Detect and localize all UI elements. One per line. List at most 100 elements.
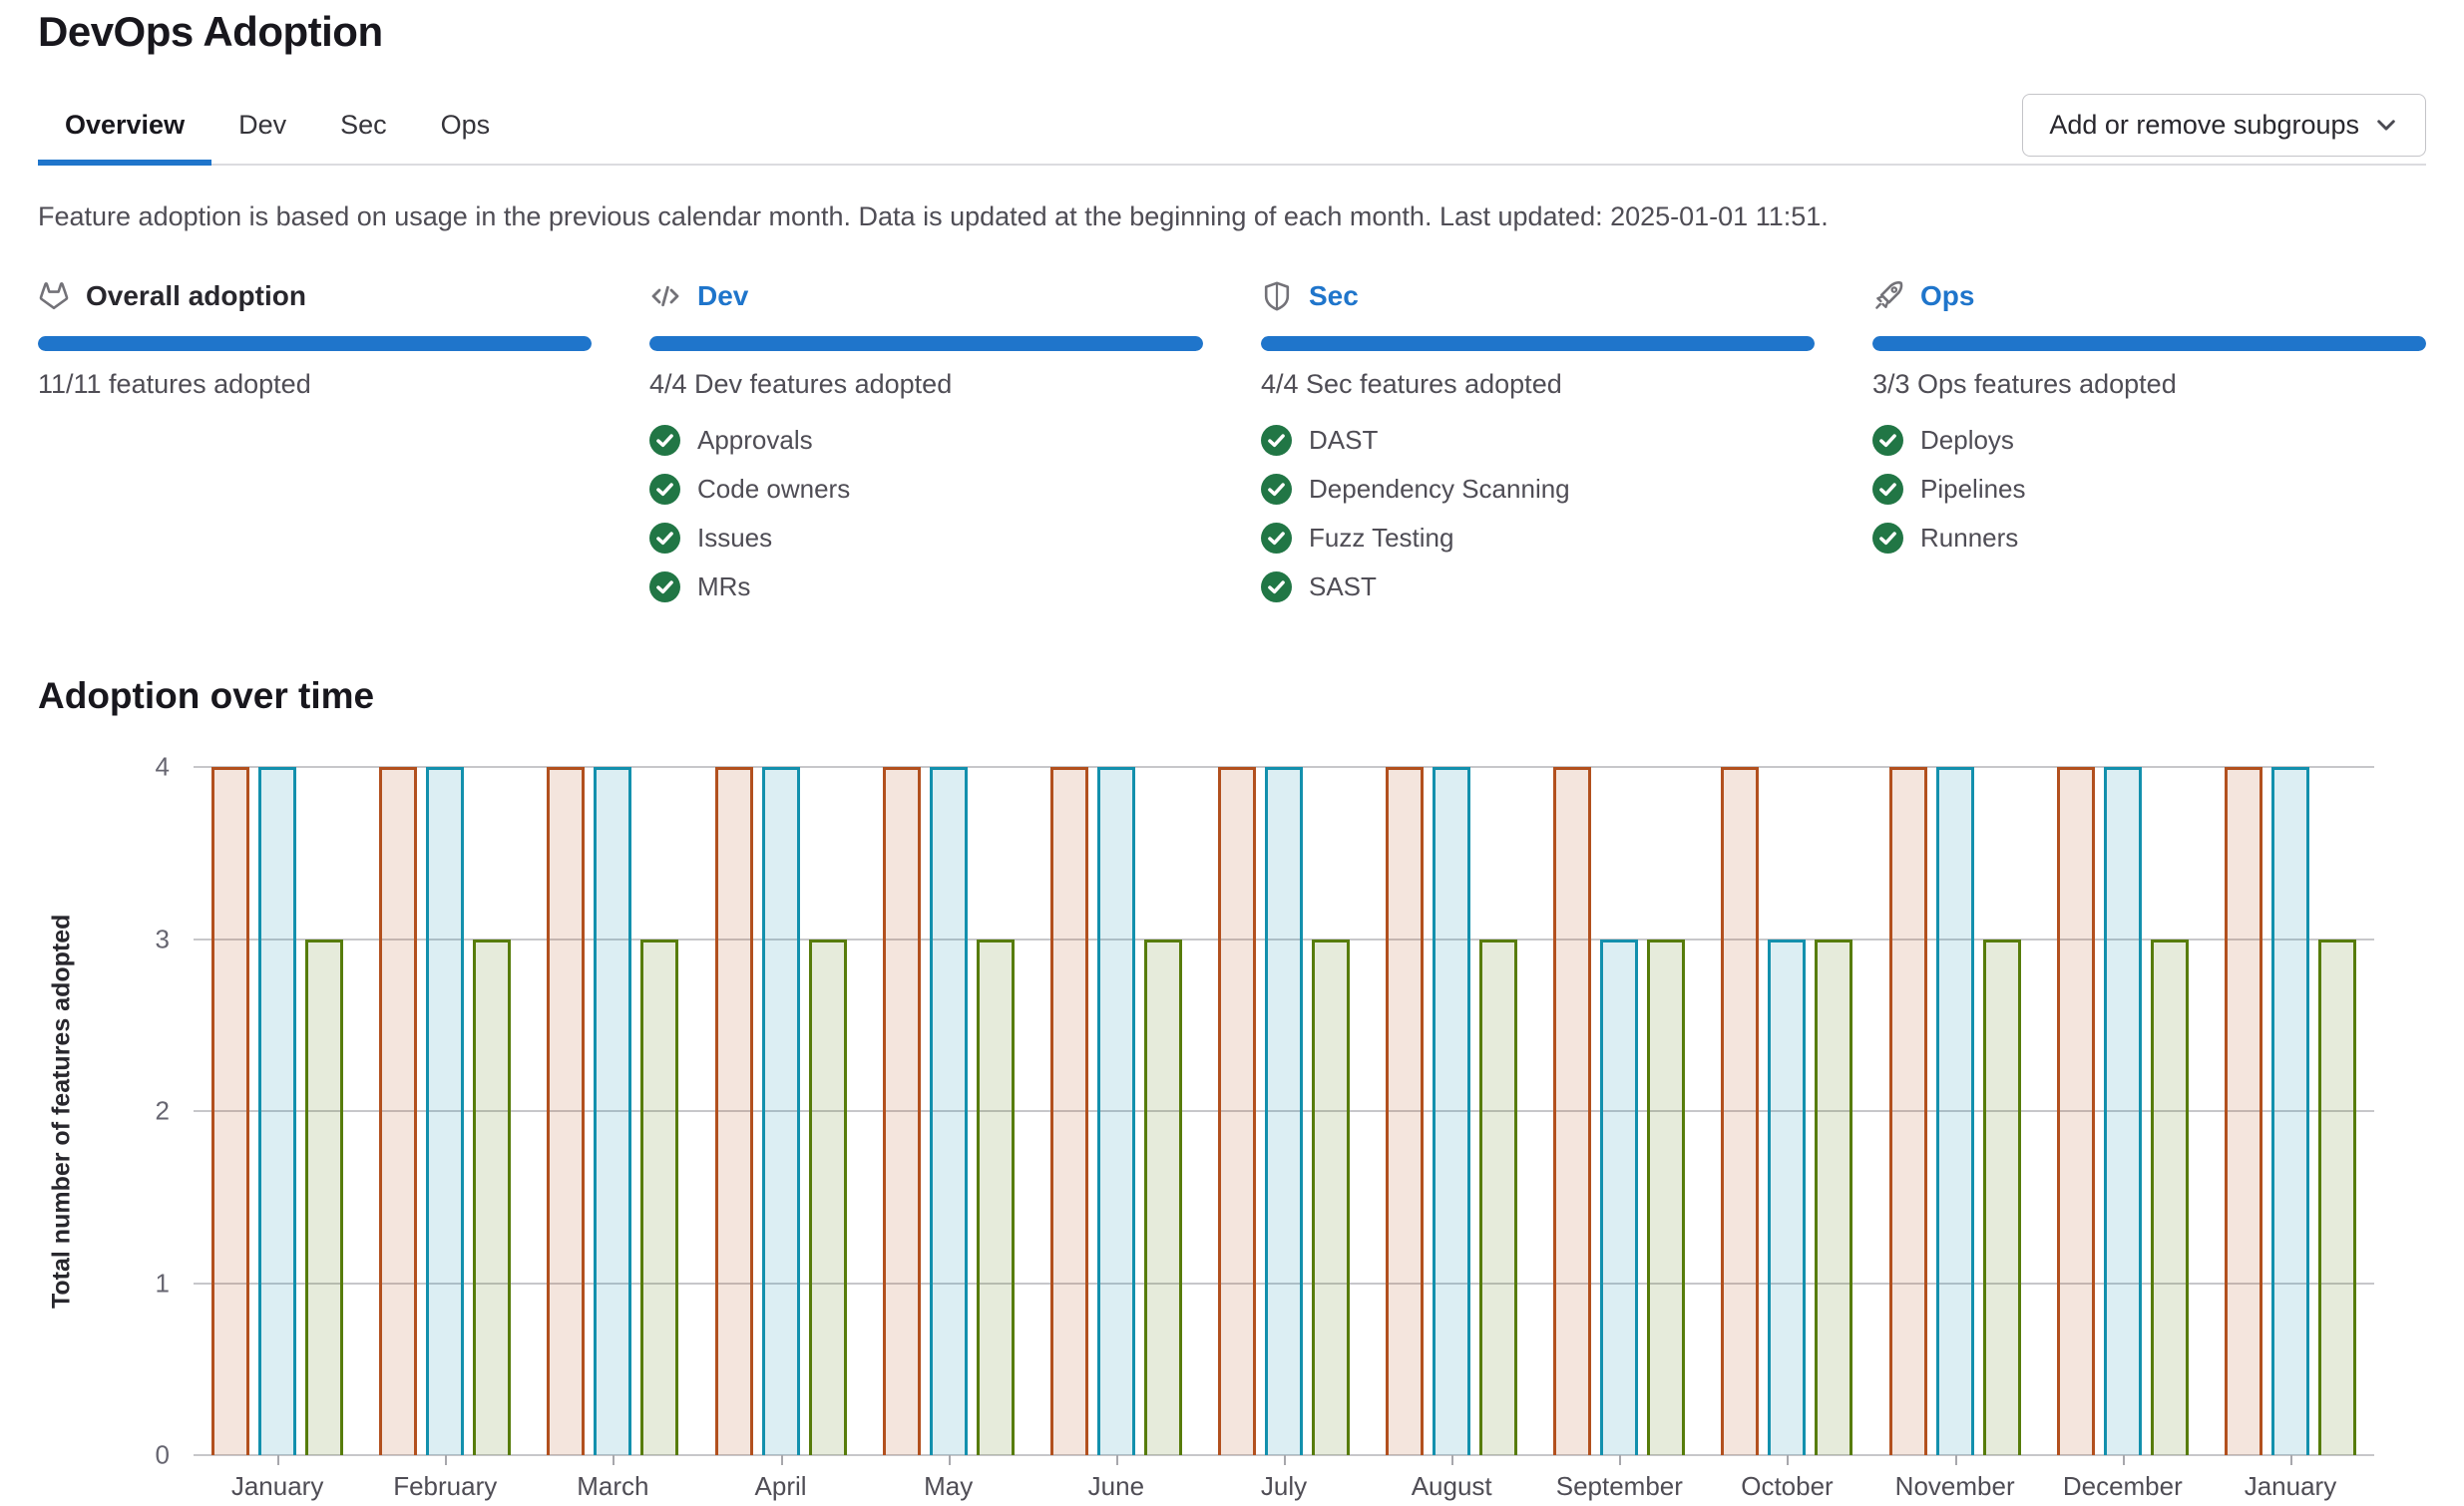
bar-sec[interactable]: [1935, 767, 1974, 1455]
summary-card-ops: Ops 3/3 Ops features adopted Deploys Pipeli…: [1872, 280, 2426, 611]
bar-ops[interactable]: [305, 939, 344, 1455]
check-circle-icon: [1261, 523, 1292, 554]
bar-dev[interactable]: [882, 767, 921, 1455]
bar-group-november: [1871, 767, 2039, 1455]
progress-bar-sec: [1261, 336, 1815, 351]
feature-item: Fuzz Testing: [1261, 514, 1815, 563]
bar-ops[interactable]: [808, 939, 847, 1455]
feature-label: DAST: [1309, 425, 1379, 455]
tab-overview[interactable]: Overview: [38, 86, 212, 166]
bar-ops[interactable]: [976, 939, 1015, 1455]
check-circle-icon: [1261, 571, 1292, 602]
bar-sec[interactable]: [1265, 767, 1304, 1455]
y-axis-label: Total number of features adopted: [47, 914, 76, 1309]
bar-ops[interactable]: [2317, 939, 2356, 1455]
bar-dev[interactable]: [547, 767, 586, 1455]
tab-ops[interactable]: Ops: [440, 109, 491, 140]
feature-label: Pipelines: [1920, 474, 2026, 504]
add-remove-subgroups-label: Add or remove subgroups: [2049, 109, 2359, 140]
bar-dev[interactable]: [714, 767, 753, 1455]
bar-sec[interactable]: [594, 767, 632, 1455]
feature-item: MRs: [649, 563, 1203, 611]
bar-dev[interactable]: [1553, 767, 1592, 1455]
y-axis-tick: 1: [155, 1268, 170, 1298]
bar-dev[interactable]: [1218, 767, 1257, 1455]
y-axis: 0 1 2 3 4: [96, 752, 184, 1470]
bar-dev[interactable]: [1888, 767, 1927, 1455]
tab-dev[interactable]: Dev: [238, 109, 287, 140]
bar-sec[interactable]: [2270, 767, 2309, 1455]
bar-group-january: [194, 767, 361, 1455]
x-axis-label: December: [2039, 1455, 2207, 1502]
bar-group-august: [1368, 767, 1535, 1455]
card-title-dev[interactable]: Dev: [697, 280, 749, 311]
bar-ops[interactable]: [640, 939, 679, 1455]
bar-sec[interactable]: [929, 767, 968, 1455]
check-circle-icon: [649, 425, 680, 456]
summary-cards: Overall adoption 11/11 features adopted De…: [38, 280, 2426, 611]
gridline: [194, 1110, 2374, 1112]
features-adopted-text-ops: 3/3 Ops features adopted: [1872, 369, 2177, 399]
bar-sec[interactable]: [761, 767, 800, 1455]
check-circle-icon: [1872, 523, 1903, 554]
x-axis-label: February: [361, 1455, 529, 1502]
bar-group-may: [865, 767, 1032, 1455]
tanuki-icon: [39, 282, 69, 310]
bar-ops[interactable]: [1647, 939, 1686, 1455]
x-axis-label: October: [1703, 1455, 1870, 1502]
bar-dev[interactable]: [1721, 767, 1760, 1455]
bar-sec[interactable]: [1768, 939, 1807, 1455]
bar-ops[interactable]: [1143, 939, 1182, 1455]
y-axis-tick: 0: [155, 1439, 170, 1470]
bar-dev[interactable]: [2056, 767, 2095, 1455]
bar-ops[interactable]: [1312, 939, 1351, 1455]
progress-bar-dev: [649, 336, 1203, 351]
bar-ops[interactable]: [1479, 939, 1518, 1455]
plot-area: [194, 766, 2374, 1456]
x-axis-label: June: [1032, 1455, 1200, 1502]
bar-dev[interactable]: [1386, 767, 1425, 1455]
feature-label: Deploys: [1920, 425, 2014, 455]
bar-group-april: [696, 767, 864, 1455]
y-axis-tick: 3: [155, 924, 170, 953]
bar-sec[interactable]: [1600, 939, 1639, 1455]
bar-ops[interactable]: [1982, 939, 2021, 1455]
add-remove-subgroups-button[interactable]: Add or remove subgroups: [2022, 93, 2426, 157]
bar-group-october: [1703, 767, 1870, 1455]
feature-item: Deploys: [1872, 416, 2426, 465]
tab-sec[interactable]: Sec: [340, 109, 387, 140]
chevron-down-icon: [2377, 120, 2395, 131]
bar-group-september: [1535, 767, 1703, 1455]
check-circle-icon: [649, 523, 680, 554]
feature-item: Runners: [1872, 514, 2426, 563]
x-axis-label: August: [1368, 1455, 1535, 1502]
bar-sec[interactable]: [1433, 767, 1471, 1455]
feature-item: Pipelines: [1872, 465, 2426, 514]
feature-label: Issues: [697, 523, 773, 553]
bar-ops[interactable]: [2150, 939, 2189, 1455]
bar-ops[interactable]: [473, 939, 512, 1455]
x-axis: January February March April May June July Augu…: [194, 1455, 2374, 1502]
summary-card-dev: Dev 4/4 Dev features adopted Approvals Code…: [649, 280, 1203, 611]
bar-dev[interactable]: [2224, 767, 2262, 1455]
tabs-bar: Overview Dev Sec Ops Add or remove subgroup…: [38, 86, 2426, 166]
features-adopted-text-dev: 4/4 Dev features adopted: [649, 369, 953, 399]
x-axis-label: April: [696, 1455, 864, 1502]
bar-dev[interactable]: [211, 767, 250, 1455]
adoption-description: Feature adoption is based on usage in th…: [38, 201, 1829, 231]
bar-sec[interactable]: [2103, 767, 2142, 1455]
card-title-ops[interactable]: Ops: [1920, 280, 1975, 311]
bar-dev[interactable]: [379, 767, 418, 1455]
x-axis-label: July: [1200, 1455, 1368, 1502]
card-title-sec[interactable]: Sec: [1309, 280, 1359, 311]
check-circle-icon: [649, 474, 680, 505]
card-title-overall: Overall adoption: [86, 280, 306, 311]
y-axis-tick: 2: [155, 1095, 170, 1126]
bar-dev[interactable]: [1049, 767, 1088, 1455]
feature-item: SAST: [1261, 563, 1815, 611]
bar-sec[interactable]: [426, 767, 465, 1455]
bar-sec[interactable]: [258, 767, 297, 1455]
bar-sec[interactable]: [1096, 767, 1135, 1455]
bar-ops[interactable]: [1815, 939, 1853, 1455]
bar-group-february: [361, 767, 529, 1455]
